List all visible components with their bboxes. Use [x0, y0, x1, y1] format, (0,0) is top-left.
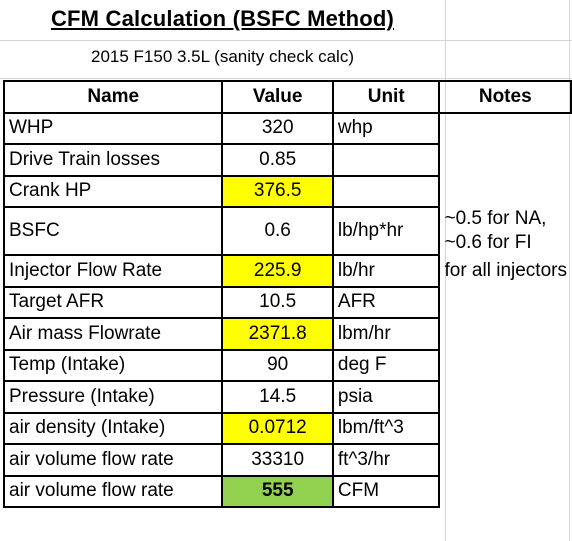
row-value[interactable]: 320 [221, 111, 334, 145]
table-row: WHP 320 whp [2, 111, 571, 145]
row-note[interactable] [439, 176, 571, 208]
table-row: Drive Train losses 0.85 [2, 143, 571, 177]
note-line: ~0.6 for FI [444, 232, 532, 253]
row-unit[interactable]: lbm/hr [331, 317, 441, 351]
row-value[interactable]: 10.5 [221, 285, 334, 319]
row-value[interactable]: 376.5 [221, 174, 334, 208]
header-row: Name Value Unit Notes [2, 80, 572, 114]
gridline [569, 0, 570, 541]
row-unit[interactable]: lb/hp*hr [331, 206, 441, 256]
row-name[interactable]: Drive Train losses [2, 143, 224, 177]
gridline [445, 0, 446, 541]
row-note[interactable] [439, 144, 571, 176]
table-row: BSFC 0.6 lb/hp*hr ~0.5 for NA, ~0.6 for … [2, 206, 571, 256]
row-value[interactable]: 90 [221, 348, 334, 382]
table-row: Air mass Flowrate 2371.8 lbm/hr [2, 317, 571, 351]
row-value[interactable]: 33310 [221, 443, 334, 477]
row-note[interactable] [439, 287, 571, 319]
row-unit[interactable] [331, 143, 441, 177]
row-unit[interactable]: deg F [331, 348, 441, 382]
row-note[interactable]: for all injectors [444, 259, 567, 281]
header-name[interactable]: Name [2, 80, 224, 114]
row-note[interactable] [439, 318, 571, 350]
row-unit[interactable]: CFM [331, 474, 441, 508]
row-note[interactable]: ~0.5 for NA, ~0.6 for FI [439, 207, 571, 255]
row-name[interactable]: Temp (Intake) [2, 348, 224, 382]
header-unit[interactable]: Unit [331, 80, 441, 114]
header-value[interactable]: Value [221, 80, 334, 114]
row-unit[interactable]: ft^3/hr [331, 443, 441, 477]
sheet-subtitle: 2015 F150 3.5L (sanity check calc) [90, 47, 354, 66]
row-value[interactable]: 14.5 [221, 380, 334, 414]
row-value[interactable]: 225.9 [221, 254, 334, 288]
row-note[interactable] [439, 476, 571, 508]
gridline [0, 78, 572, 79]
row-name[interactable]: Crank HP [2, 174, 224, 208]
row-name[interactable]: BSFC [2, 206, 224, 256]
row-name[interactable]: air volume flow rate [2, 474, 224, 508]
row-unit[interactable] [331, 174, 441, 208]
table-row: Injector Flow Rate 225.9 lb/hr for all i… [2, 254, 571, 288]
header-notes[interactable]: Notes [438, 80, 572, 114]
sheet-title: CFM Calculation (BSFC Method) [50, 6, 395, 31]
table-row: air volume flow rate 33310 ft^3/hr [2, 443, 571, 477]
calc-table: Name Value Unit Notes WHP 320 whp Drive … [2, 80, 572, 508]
table-row: Pressure (Intake) 14.5 psia [2, 380, 571, 414]
row-note[interactable] [439, 381, 571, 413]
row-name[interactable]: WHP [2, 111, 224, 145]
table-row: Target AFR 10.5 AFR [2, 285, 571, 319]
row-name[interactable]: Air mass Flowrate [2, 317, 224, 351]
row-note[interactable] [439, 444, 571, 476]
row-unit[interactable]: psia [331, 380, 441, 414]
row-unit[interactable]: AFR [331, 285, 441, 319]
row-name[interactable]: Target AFR [2, 285, 224, 319]
table-row: air volume flow rate 555 CFM [2, 474, 571, 508]
table-row: Crank HP 376.5 [2, 174, 571, 208]
row-value[interactable]: 555 [221, 474, 334, 508]
row-note[interactable] [439, 350, 571, 382]
row-name[interactable]: Pressure (Intake) [2, 380, 224, 414]
gridline [0, 40, 572, 41]
row-value[interactable]: 0.0712 [221, 411, 334, 445]
table-row: air density (Intake) 0.0712 lbm/ft^3 [2, 411, 571, 445]
row-value[interactable]: 0.85 [221, 143, 334, 177]
row-name[interactable]: Injector Flow Rate [2, 254, 224, 288]
note-line: ~0.5 for NA, [444, 208, 547, 229]
row-unit[interactable]: lb/hr [331, 254, 441, 288]
row-name[interactable]: air density (Intake) [2, 411, 224, 445]
row-note[interactable] [439, 113, 571, 145]
row-unit[interactable]: lbm/ft^3 [331, 411, 441, 445]
row-unit[interactable]: whp [331, 111, 441, 145]
row-value[interactable]: 0.6 [221, 206, 334, 256]
row-value[interactable]: 2371.8 [221, 317, 334, 351]
table-row: Temp (Intake) 90 deg F [2, 348, 571, 382]
row-name[interactable]: air volume flow rate [2, 443, 224, 477]
row-note[interactable] [439, 413, 571, 445]
